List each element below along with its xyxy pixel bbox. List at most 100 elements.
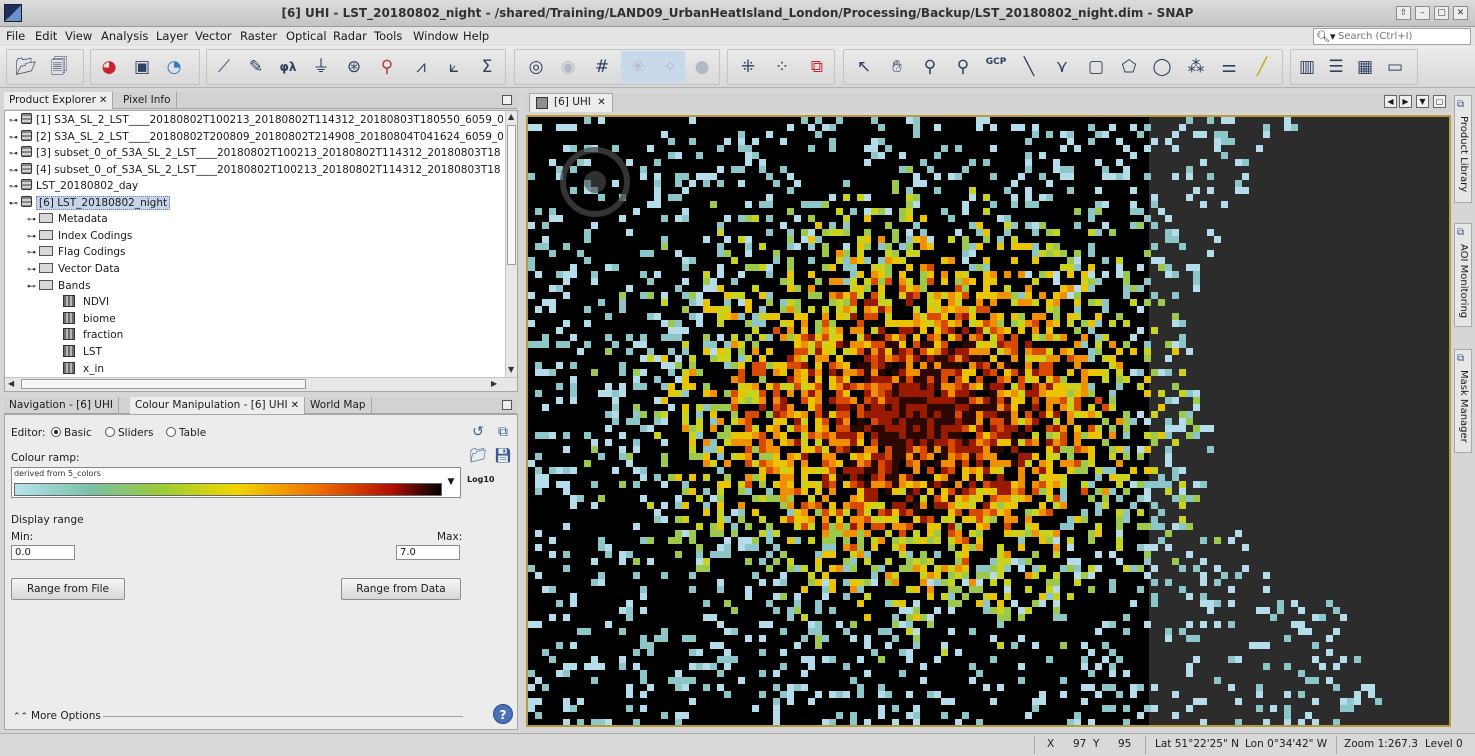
statistics-icon[interactable]: ⚲: [380, 57, 394, 77]
rectangle-tool-icon[interactable]: ▢: [1087, 57, 1105, 77]
polyline-tool-icon[interactable]: ⋎: [1055, 57, 1069, 77]
gcp-manager-icon[interactable]: ⁘: [774, 57, 790, 77]
tile-vertically-icon[interactable]: ▦: [1356, 57, 1374, 77]
save-product-icon[interactable]: 🗐: [50, 57, 68, 77]
select-tool-icon[interactable]: ↖: [856, 57, 872, 77]
window-close-button[interactable]: ✕: [1453, 6, 1468, 20]
gcp-tool-icon[interactable]: GCP: [985, 57, 1007, 67]
tree-row-band-biome[interactable]: biome: [63, 311, 116, 327]
range-from-file-button[interactable]: Range from File: [11, 578, 125, 600]
expand-icon[interactable]: ⊶: [9, 182, 18, 192]
layer-manager-icon[interactable]: ◎: [528, 57, 544, 77]
help-icon[interactable]: ?: [493, 704, 513, 724]
tree-row-band-lst[interactable]: LST: [63, 344, 102, 360]
tree-row-product-2[interactable]: ⊶ [2] S3A_SL_2_LST____20180802T200809_201…: [9, 129, 504, 145]
image-canvas[interactable]: [526, 115, 1451, 727]
scroll-thumb[interactable]: [507, 125, 516, 265]
correlative-plot-icon[interactable]: ⟀: [448, 57, 460, 77]
tree-row-flag-codings[interactable]: ⊶ Flag Codings: [27, 244, 126, 260]
tab-world-map[interactable]: World Map: [305, 397, 372, 414]
menu-help[interactable]: Help: [463, 29, 490, 43]
brush-tool-icon[interactable]: ╱: [1256, 57, 1268, 77]
dock-aoi-monitoring[interactable]: ⧉ AOI Monitoring: [1454, 223, 1472, 327]
window-minimize-button[interactable]: –: [1415, 6, 1430, 20]
scroll-down-icon[interactable]: ▼: [508, 365, 515, 374]
tab-product-explorer[interactable]: Product Explorer ✕: [4, 92, 114, 109]
search-icon[interactable]: 🔍︎▾: [1316, 30, 1336, 43]
range-finder-icon[interactable]: ⚌: [1221, 57, 1237, 77]
tab-image-view[interactable]: [6] UHI ✕: [529, 93, 613, 112]
open-product-icon[interactable]: 📂︎: [15, 57, 37, 77]
tile-single-icon[interactable]: ▭: [1386, 57, 1404, 77]
sync-views-icon[interactable]: ✧: [662, 57, 678, 77]
pin-overlay-icon[interactable]: ●: [694, 57, 710, 77]
time-series-icon[interactable]: ⧉: [810, 57, 824, 77]
menu-edit[interactable]: Edit: [35, 29, 58, 43]
raster-image[interactable]: [528, 117, 1449, 725]
graticule-icon[interactable]: #: [594, 57, 610, 77]
tree-row-metadata[interactable]: ⊶ Metadata: [27, 211, 108, 227]
tree-row-index-codings[interactable]: ⊶ Index Codings: [27, 228, 132, 244]
tile-evenly-icon[interactable]: ▥: [1298, 57, 1316, 77]
menu-vector[interactable]: Vector: [195, 29, 232, 43]
sigma-icon[interactable]: Σ: [481, 57, 493, 77]
menu-tools[interactable]: Tools: [374, 29, 403, 43]
navigation-wheel-icon[interactable]: [560, 147, 630, 217]
reset-icon[interactable]: ↺: [472, 424, 484, 440]
tab-pixel-info[interactable]: Pixel Info: [118, 92, 177, 109]
export-palette-icon[interactable]: 💾︎: [494, 448, 512, 464]
polygon-tool-icon[interactable]: ⬠: [1121, 57, 1137, 77]
import-palette-icon[interactable]: 📁︎: [469, 448, 487, 464]
tree-row-product-1[interactable]: ⊶ [1] S3A_SL_2_LST____20180802T100213_201…: [9, 112, 504, 128]
window-maximize-button[interactable]: ▢: [1434, 6, 1449, 20]
information-icon[interactable]: ⊛: [346, 57, 362, 77]
ellipse-tool-icon[interactable]: ◯: [1152, 57, 1172, 77]
close-icon[interactable]: ✕: [290, 400, 299, 411]
expand-icon[interactable]: ⊶: [27, 265, 36, 275]
colour-ramp-selector[interactable]: derived from 5_colors: [11, 467, 461, 498]
band-maths-icon[interactable]: ▣: [133, 57, 151, 77]
scroll-tabs-left-icon[interactable]: ◀: [1384, 95, 1397, 108]
magic-wand-icon[interactable]: ⁂: [1187, 57, 1205, 77]
tree-vertical-scrollbar[interactable]: ▲ ▼: [505, 111, 517, 377]
zoom-tool-icon[interactable]: ⚲: [923, 57, 937, 77]
max-value-field[interactable]: 7.0: [396, 545, 460, 560]
tab-list-icon[interactable]: ▼: [1416, 95, 1429, 108]
expand-icon[interactable]: ⊶: [27, 232, 36, 242]
world-view-icon[interactable]: ◔: [166, 57, 182, 77]
scroll-up-icon[interactable]: ▲: [508, 112, 515, 121]
spectrum-view-icon[interactable]: φλ: [279, 60, 297, 74]
tab-navigation[interactable]: Navigation - [6] UHI: [4, 397, 119, 414]
menu-optical[interactable]: Optical: [286, 29, 327, 43]
tile-horizontally-icon[interactable]: ☰: [1328, 57, 1344, 77]
chevron-down-icon[interactable]: ▼: [447, 477, 455, 487]
collapse-icon[interactable]: ⊷: [27, 282, 36, 292]
close-icon[interactable]: ✕: [98, 95, 108, 106]
draw-icon[interactable]: ✎: [248, 57, 264, 77]
menu-view[interactable]: View: [65, 29, 93, 43]
minimize-panel-icon[interactable]: [502, 95, 512, 105]
minimize-panel-icon[interactable]: [502, 400, 512, 410]
line-tool-icon[interactable]: ╲: [1023, 57, 1035, 77]
menu-radar[interactable]: Radar: [333, 29, 367, 43]
editor-sliders-radio[interactable]: Sliders: [105, 427, 153, 439]
tree-row-band-fraction[interactable]: fraction: [63, 327, 123, 343]
tree-row-bands[interactable]: ⊷ Bands: [27, 278, 90, 294]
tree-row-band-x-in[interactable]: x_in: [63, 361, 104, 377]
tab-colour-manipulation[interactable]: Colour Manipulation - [6] UHI ✕: [130, 397, 305, 414]
pan-tool-icon[interactable]: ✋︎: [892, 57, 902, 77]
mask-overlay-icon[interactable]: ◉: [560, 57, 576, 77]
scatter-plot-icon[interactable]: ⩘: [416, 57, 426, 77]
range-from-data-button[interactable]: Range from Data: [341, 578, 461, 600]
multi-assign-icon[interactable]: ⧉: [498, 424, 508, 440]
maximize-view-icon[interactable]: ▢: [1433, 95, 1446, 108]
window-shade-button[interactable]: ⇧: [1396, 6, 1411, 20]
tree-horizontal-scrollbar[interactable]: ◀ ▶: [5, 377, 517, 391]
sync-cursor-icon[interactable]: ✳: [630, 57, 646, 77]
tree-row-product-5[interactable]: ⊶ LST_20180802_day: [9, 178, 138, 194]
menu-raster[interactable]: Raster: [240, 29, 278, 43]
more-options-toggle[interactable]: ⌃⌃ More Options: [13, 710, 101, 722]
expand-icon[interactable]: ⊶: [9, 133, 18, 143]
expand-icon[interactable]: ⊶: [9, 149, 18, 159]
menu-layer[interactable]: Layer: [156, 29, 189, 43]
